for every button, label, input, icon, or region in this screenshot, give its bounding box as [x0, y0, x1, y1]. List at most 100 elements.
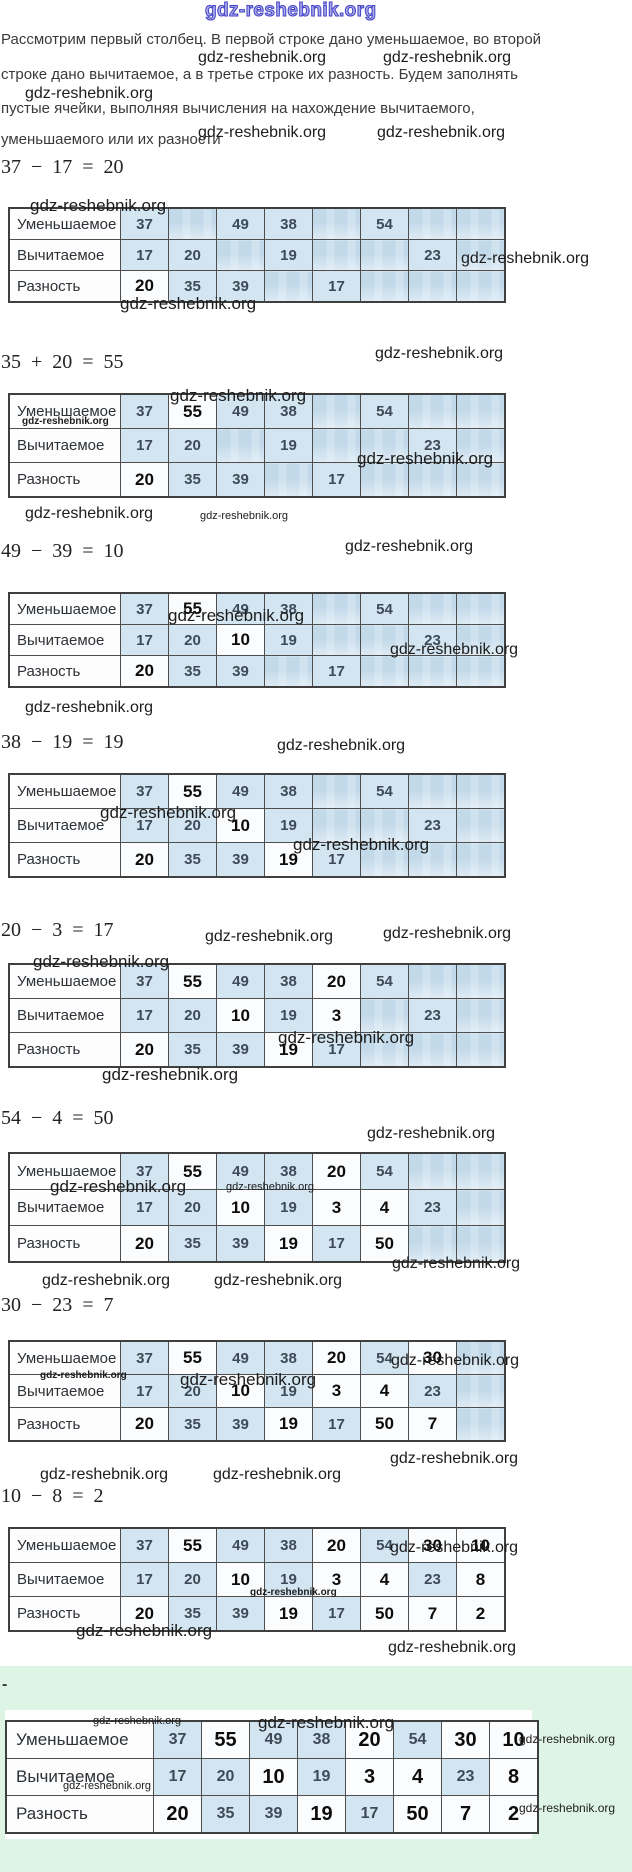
table-cell: 3 — [312, 1374, 361, 1408]
table-cell: 20 — [201, 1758, 250, 1796]
table-cell: 39 — [216, 1032, 265, 1068]
table-cell: 55 — [168, 393, 217, 429]
table-cell: 54 — [360, 773, 409, 809]
watermark: gdz-reshebnik.org — [278, 1028, 415, 1047]
table-cell: 50 — [360, 1596, 409, 1632]
table-cell: 37 — [120, 773, 169, 809]
row-label: Вычитаемое — [8, 1562, 121, 1597]
table-cell: 10 — [216, 998, 265, 1033]
table-cell: 38 — [264, 393, 313, 429]
watermark: gdz-reshebnik.org — [390, 1539, 519, 1556]
table-cell — [456, 773, 506, 809]
table-cell: 19 — [264, 1562, 313, 1597]
table-cell: 38 — [264, 207, 313, 240]
table-cell: 54 — [360, 1340, 409, 1375]
table-cell — [360, 655, 409, 688]
table-cell — [216, 428, 265, 463]
row-label: Вычитаемое — [5, 1758, 154, 1796]
table-cell: 20 — [168, 998, 217, 1033]
watermark: gdz-reshebnik.org — [120, 294, 257, 313]
table-cell: 17 — [120, 998, 169, 1033]
intro-line: уменьшаемого или их разности — [1, 131, 221, 148]
watermark: gdz-reshebnik.org — [277, 737, 406, 754]
table-cell: 19 — [297, 1795, 346, 1834]
equation: 35 + 20 = 55 — [1, 351, 124, 373]
watermark: gdz-reshebnik.org — [25, 85, 154, 102]
watermark: gdz-reshebnik.org — [519, 1732, 616, 1746]
table-cell: 38 — [264, 1340, 313, 1375]
table-cell: 39 — [216, 1225, 265, 1263]
watermark: gdz-reshebnik.org — [293, 835, 430, 854]
table-cell: 19 — [264, 624, 313, 656]
table-cell: 4 — [360, 1189, 409, 1226]
table-cell — [408, 1032, 457, 1068]
watermark: gdz-reshebnik.org — [180, 1370, 317, 1389]
table-cell — [408, 1225, 457, 1263]
row-label: Уменьшаемое — [8, 592, 121, 625]
table-cell: 55 — [201, 1720, 250, 1759]
table-cell: 49 — [216, 393, 265, 429]
table-cell: 19 — [264, 239, 313, 271]
table-cell: 20 — [345, 1720, 394, 1759]
table-cell: 37 — [120, 1340, 169, 1375]
row-label: Вычитаемое — [8, 808, 121, 843]
table-cell — [456, 655, 506, 688]
watermark: gdz-reshebnik.org — [214, 1272, 343, 1289]
table-cell — [456, 1407, 506, 1442]
equation: 30 − 23 = 7 — [1, 1294, 114, 1316]
table-cell: 37 — [120, 592, 169, 625]
dash-text: - — [2, 1676, 8, 1693]
row-label: Разность — [8, 462, 121, 498]
table-cell: 38 — [264, 1152, 313, 1190]
table-cell: 39 — [216, 462, 265, 498]
watermark: gdz-reshebnik.org — [345, 538, 474, 555]
watermark: gdz-reshebnik.org — [168, 606, 305, 625]
table-cell — [408, 655, 457, 688]
watermark: gdz-reshebnik.org — [519, 1801, 616, 1815]
watermark: gdz-reshebnik.org — [93, 1715, 182, 1727]
table-cell — [312, 239, 361, 271]
watermark: gdz-reshebnik.org — [377, 124, 506, 141]
table-cell: 19 — [264, 428, 313, 463]
table-cell: 17 — [120, 1562, 169, 1597]
table-cell: 54 — [360, 393, 409, 429]
watermark: gdz-reshebnik.org — [76, 1621, 213, 1640]
table-cell: 3 — [345, 1758, 394, 1796]
table-cell — [312, 773, 361, 809]
watermark: gdz-reshebnik.org — [198, 49, 327, 66]
table-cell: 39 — [249, 1795, 298, 1834]
watermark: gdz-reshebnik.org — [25, 505, 154, 522]
table-cell — [360, 462, 409, 498]
table-cell: 20 — [168, 624, 217, 656]
table-cell: 55 — [168, 773, 217, 809]
watermark: gdz-reshebnik.org — [383, 49, 512, 66]
table-cell — [360, 998, 409, 1033]
table-cell: 17 — [120, 624, 169, 656]
watermark: gdz-reshebnik.org — [42, 1272, 171, 1289]
table-cell: 17 — [312, 1596, 361, 1632]
row-label: Вычитаемое — [8, 624, 121, 656]
row-label: Разность — [8, 270, 121, 303]
table-cell: 30 — [441, 1720, 490, 1759]
table-cell: 10 — [216, 808, 265, 843]
intro-line: строке дано вычитаемое, а в третье строк… — [1, 66, 518, 83]
practice-table: Уменьшаемое 37 55 49 38 20 54 30 10 Вычитаемое 17 2… — [8, 1527, 506, 1632]
table-cell: 35 — [168, 842, 217, 878]
equation: 38 − 19 = 19 — [1, 731, 124, 753]
answer-table: Уменьшаемое 37 55 49 38 20 54 30 10 Вычитаемое 17 2… — [5, 1720, 539, 1834]
table-cell: 20 — [120, 1407, 169, 1442]
watermark: gdz-reshebnik.org — [33, 952, 170, 971]
table-cell: 19 — [264, 1596, 313, 1632]
table-cell: 19 — [264, 1374, 313, 1408]
table-cell: 19 — [264, 1407, 313, 1442]
table-cell: 17 — [120, 239, 169, 271]
table-cell: 37 — [120, 963, 169, 999]
table-cell — [456, 270, 506, 303]
table-cell: 17 — [312, 842, 361, 878]
table-cell: 20 — [168, 428, 217, 463]
row-label: Разность — [8, 1032, 121, 1068]
row-label: Уменьшаемое — [8, 1527, 121, 1563]
watermark: gdz-reshebnik.org — [388, 1639, 517, 1656]
watermark: gdz-reshebnik.org — [205, 928, 334, 945]
table-cell: 4 — [393, 1758, 442, 1796]
